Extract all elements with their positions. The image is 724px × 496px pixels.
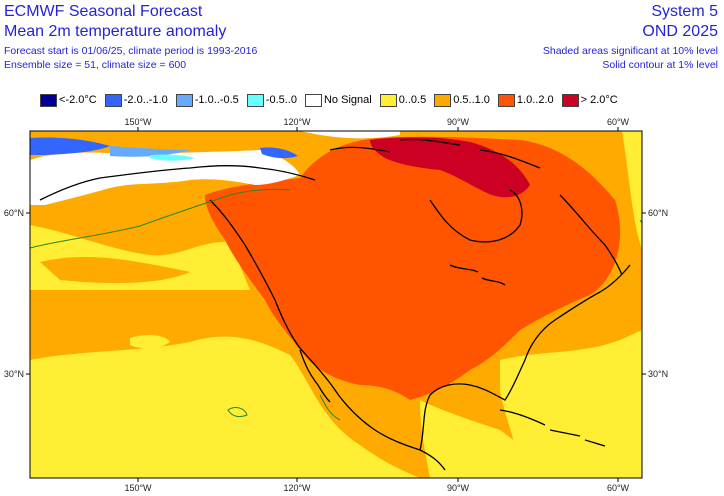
coastlines <box>39 138 631 471</box>
legend-swatch <box>40 93 57 107</box>
legend-label: <-2.0°C <box>59 94 97 106</box>
legend-label: 0.5..1.0 <box>453 94 490 106</box>
anomaly-region-cyan-arctic <box>150 154 195 161</box>
right-lat-label: 60°N <box>648 208 668 218</box>
legend-item: 0.5..1.0 <box>434 93 490 107</box>
map-frame <box>29 130 643 479</box>
color-legend: <-2.0°C -2.0..-1.0 -1.0..-0.5 -0.5..0 No Sig… <box>40 92 626 108</box>
legend-swatch <box>175 93 193 107</box>
legend-label: -2.0..-1.0 <box>123 94 168 106</box>
top-lon-label: 120°W <box>283 117 311 127</box>
legend-swatch <box>246 93 264 107</box>
contour-north-pacific <box>30 188 291 249</box>
anomaly-region-lightblue-arctic <box>110 146 190 157</box>
anomaly-region-white-north <box>300 131 400 139</box>
bottom-lon-label: 90°W <box>447 483 470 493</box>
coastline-greatlakes <box>449 264 506 286</box>
anomaly-region-yellow-central <box>420 400 560 478</box>
top-lon-label: 150°W <box>124 117 152 127</box>
legend-item: <-2.0°C <box>40 93 97 107</box>
legend-label: No Signal <box>323 94 372 106</box>
anomaly-region-orange-patch <box>40 256 190 284</box>
anomaly-region-darkred-hudson <box>370 137 530 198</box>
legend-swatch <box>434 93 452 107</box>
legend-item: No Signal <box>304 93 372 107</box>
anomaly-region-yellow-east-strip <box>622 131 642 250</box>
coastline-alaska <box>39 165 316 201</box>
coastline-west <box>209 199 446 471</box>
contour-hawaii-area <box>227 407 248 418</box>
coastline-caribbean <box>549 429 606 447</box>
legend-item: 1.0..2.0 <box>497 93 554 107</box>
anomaly-region-blue-beaufort <box>260 147 298 159</box>
legend-item: -1.0..-0.5 <box>175 93 239 107</box>
top-lon-label: 90°W <box>447 117 470 127</box>
title-line-2: Mean 2m temperature anomaly <box>4 23 227 40</box>
coastline-east <box>524 264 631 361</box>
legend-swatch <box>379 93 397 107</box>
legend-swatch <box>561 93 579 107</box>
subtitle-ensemble-size: Ensemble size = 51, climate size = 600 <box>4 59 187 71</box>
coastline-arctic-islands <box>329 138 541 169</box>
bottom-lon-label: 60°W <box>607 483 630 493</box>
system-label: System 5 <box>651 3 718 20</box>
coastline-cuba <box>499 409 546 426</box>
title-line-1: ECMWF Seasonal Forecast <box>4 3 203 20</box>
season-label: OND 2025 <box>642 23 718 40</box>
legend-item: -0.5..0 <box>246 93 297 107</box>
top-lon-label: 60°W <box>607 117 630 127</box>
contour-labrador <box>639 219 642 224</box>
legend-item: -2.0..-1.0 <box>104 93 168 107</box>
contour-note: Solid contour at 1% level <box>602 59 718 71</box>
coastline-baja <box>299 349 331 403</box>
anomaly-region-yellow-blob <box>130 334 170 349</box>
coastline-gulf <box>419 359 526 451</box>
left-lat-label: 30°N <box>4 369 24 379</box>
left-lat-label: 60°N <box>4 208 24 218</box>
legend-label: -1.0..-0.5 <box>194 94 239 106</box>
contour-mexico <box>319 394 341 421</box>
legend-label: 0..0.5 <box>398 94 427 106</box>
legend-swatch <box>104 93 122 107</box>
legend-label: 1.0..2.0 <box>516 94 554 106</box>
legend-item: 0..0.5 <box>379 93 427 107</box>
coastline-labrador <box>559 194 623 276</box>
anomaly-region-red-continent <box>205 136 621 400</box>
right-lat-label: 30°N <box>648 369 668 379</box>
legend-label: > 2.0°C <box>580 94 618 106</box>
legend-item: > 2.0°C <box>561 93 618 107</box>
anomaly-region-white-alaska <box>30 150 300 205</box>
legend-swatch <box>497 93 515 107</box>
bottom-lon-label: 120°W <box>283 483 311 493</box>
bottom-lon-label: 150°W <box>124 483 152 493</box>
anomaly-region-blue-arctic <box>30 137 110 155</box>
anomaly-region-yellow-south <box>30 336 420 478</box>
significance-note: Shaded areas significant at 10% level <box>542 45 718 57</box>
subtitle-forecast-start: Forecast start is 01/06/25, climate peri… <box>4 45 258 57</box>
tick-marks <box>26 127 646 482</box>
map-fill-layer <box>30 131 642 478</box>
anomaly-region-yellow-atlantic <box>500 330 642 478</box>
coastline-hudson <box>429 189 523 243</box>
legend-swatch <box>304 93 322 107</box>
legend-label: -0.5..0 <box>265 94 297 106</box>
